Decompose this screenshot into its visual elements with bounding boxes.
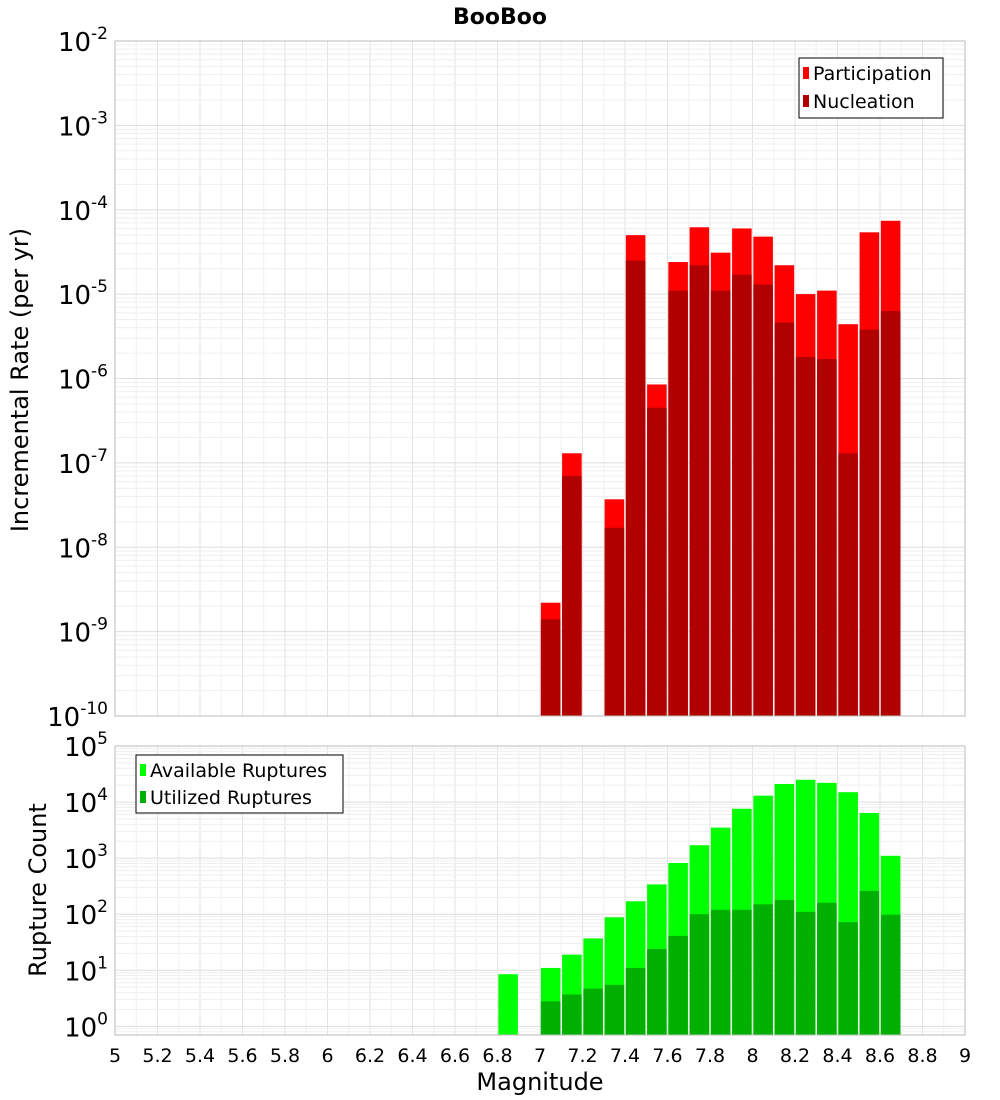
bar-nucleation-7.45 [625, 260, 646, 716]
bar-nucleation-7.35 [604, 527, 625, 716]
bar-utilized-ruptures-7.05 [540, 1001, 561, 1035]
bar-utilized-ruptures-8.25 [795, 911, 816, 1035]
x-tick-label: 8.4 [822, 1045, 852, 1067]
bottom-x-ticks: 5 5.2 5.4 5.6 5.8 6 6.2 6.4 6.6 6.8 7 7.2 7.4 7.6 7.8 8… [109, 1045, 971, 1067]
x-tick-label: 7.6 [652, 1045, 682, 1067]
top-bars [540, 220, 901, 716]
legend-label-available: Available Ruptures [150, 760, 327, 782]
y-tick-label: 10-3 [58, 108, 108, 142]
x-tick-label: 7.4 [610, 1045, 640, 1067]
bar-nucleation-8.65 [880, 311, 901, 716]
bar-utilized-ruptures-7.65 [668, 935, 688, 1035]
y-tick-label: 10-8 [58, 530, 108, 564]
bar-nucleation-7.65 [668, 290, 688, 716]
bar-utilized-ruptures-7.55 [647, 948, 667, 1035]
y-tick-label: 10-4 [58, 193, 108, 227]
x-tick-label: 6.4 [397, 1045, 427, 1067]
top-y-axis-label: Incremental Rate (per yr) [6, 228, 34, 532]
y-tick-label: 103 [64, 841, 108, 875]
y-tick-label: 10-9 [58, 615, 108, 649]
top-grid [114, 40, 966, 717]
x-tick-label: 8.2 [780, 1045, 810, 1067]
x-tick-label: 5.2 [142, 1045, 172, 1067]
bottom-y-axis-label: Rupture Count [24, 803, 52, 977]
y-tick-label: 10-2 [58, 24, 108, 58]
bottom-legend: Available Ruptures Utilized Ruptures [135, 754, 344, 814]
legend-swatch-available [140, 764, 146, 776]
x-axis-label: Magnitude [476, 1068, 603, 1096]
bar-utilized-ruptures-7.45 [625, 967, 646, 1035]
y-tick-label: 10-6 [58, 362, 108, 396]
bar-nucleation-8.15 [774, 322, 795, 716]
bottom-bars [498, 779, 901, 1035]
y-tick-label: 10-7 [58, 446, 108, 480]
y-tick-label: 102 [64, 897, 108, 931]
x-tick-label: 6.8 [482, 1045, 512, 1067]
bar-nucleation-7.15 [562, 475, 582, 716]
x-tick-label: 6.2 [355, 1045, 385, 1067]
bar-utilized-ruptures-7.25 [583, 988, 603, 1035]
x-tick-label: 7.8 [695, 1045, 725, 1067]
top-legend: Participation Nucleation [798, 57, 944, 119]
x-tick-label: 8.6 [865, 1045, 895, 1067]
x-tick-label: 5.4 [185, 1045, 215, 1067]
top-y-ticks: 10-10 10-9 10-8 10-7 10-6 10-5 10-4 10-3 10-2 [47, 24, 108, 733]
bar-available-ruptures-6.85 [498, 974, 518, 1035]
y-tick-label: 100 [64, 1009, 108, 1043]
bar-nucleation-8.35 [817, 359, 837, 716]
x-tick-label: 8.8 [907, 1045, 937, 1067]
bar-nucleation-7.95 [732, 274, 752, 716]
legend-swatch-utilized [140, 791, 146, 803]
bar-nucleation-7.55 [647, 407, 667, 716]
bar-utilized-ruptures-7.95 [732, 909, 752, 1035]
x-tick-label: 7 [534, 1045, 546, 1067]
x-tick-label: 5 [109, 1045, 121, 1067]
bottom-legend-box [135, 754, 344, 814]
legend-label-participation: Participation [813, 63, 932, 85]
x-tick-label: 5.6 [227, 1045, 257, 1067]
top-legend-box [798, 57, 944, 119]
bottom-plot-border [114, 745, 966, 1036]
chart-title: BooBoo [453, 5, 547, 30]
x-tick-label: 9 [959, 1045, 971, 1067]
bar-utilized-ruptures-8.05 [753, 904, 773, 1035]
bar-utilized-ruptures-8.65 [880, 914, 901, 1035]
bar-nucleation-8.45 [838, 453, 858, 716]
y-tick-label: 101 [64, 953, 108, 987]
legend-label-nucleation: Nucleation [813, 91, 915, 113]
x-tick-label: 6.6 [440, 1045, 470, 1067]
bar-utilized-ruptures-8.45 [838, 922, 858, 1035]
bar-utilized-ruptures-8.15 [774, 899, 795, 1035]
legend-swatch-nucleation [803, 95, 809, 107]
x-tick-label: 5.8 [270, 1045, 300, 1067]
top-plot-border [114, 40, 966, 717]
x-tick-label: 7.2 [567, 1045, 597, 1067]
bar-utilized-ruptures-8.35 [817, 902, 837, 1035]
bar-utilized-ruptures-7.15 [562, 994, 582, 1035]
y-tick-label: 105 [64, 729, 108, 763]
bar-nucleation-8.55 [859, 329, 880, 716]
legend-swatch-participation [803, 67, 809, 79]
bar-utilized-ruptures-7.75 [689, 914, 710, 1035]
bar-utilized-ruptures-8.55 [859, 890, 880, 1035]
y-tick-label: 10-10 [47, 699, 108, 733]
y-tick-label: 104 [64, 785, 108, 819]
bar-nucleation-8.05 [753, 284, 773, 716]
bar-nucleation-8.25 [795, 356, 816, 716]
x-tick-label: 6 [321, 1045, 333, 1067]
bar-utilized-ruptures-7.35 [604, 984, 625, 1035]
bar-utilized-ruptures-7.85 [710, 909, 731, 1035]
x-tick-label: 8 [746, 1045, 758, 1067]
bottom-y-ticks: 100 101 102 103 104 105 [64, 729, 108, 1043]
legend-label-utilized: Utilized Ruptures [150, 787, 312, 809]
bar-nucleation-7.75 [689, 265, 710, 716]
bar-nucleation-7.05 [540, 619, 561, 716]
y-tick-label: 10-5 [58, 277, 108, 311]
bar-nucleation-7.85 [710, 290, 731, 716]
